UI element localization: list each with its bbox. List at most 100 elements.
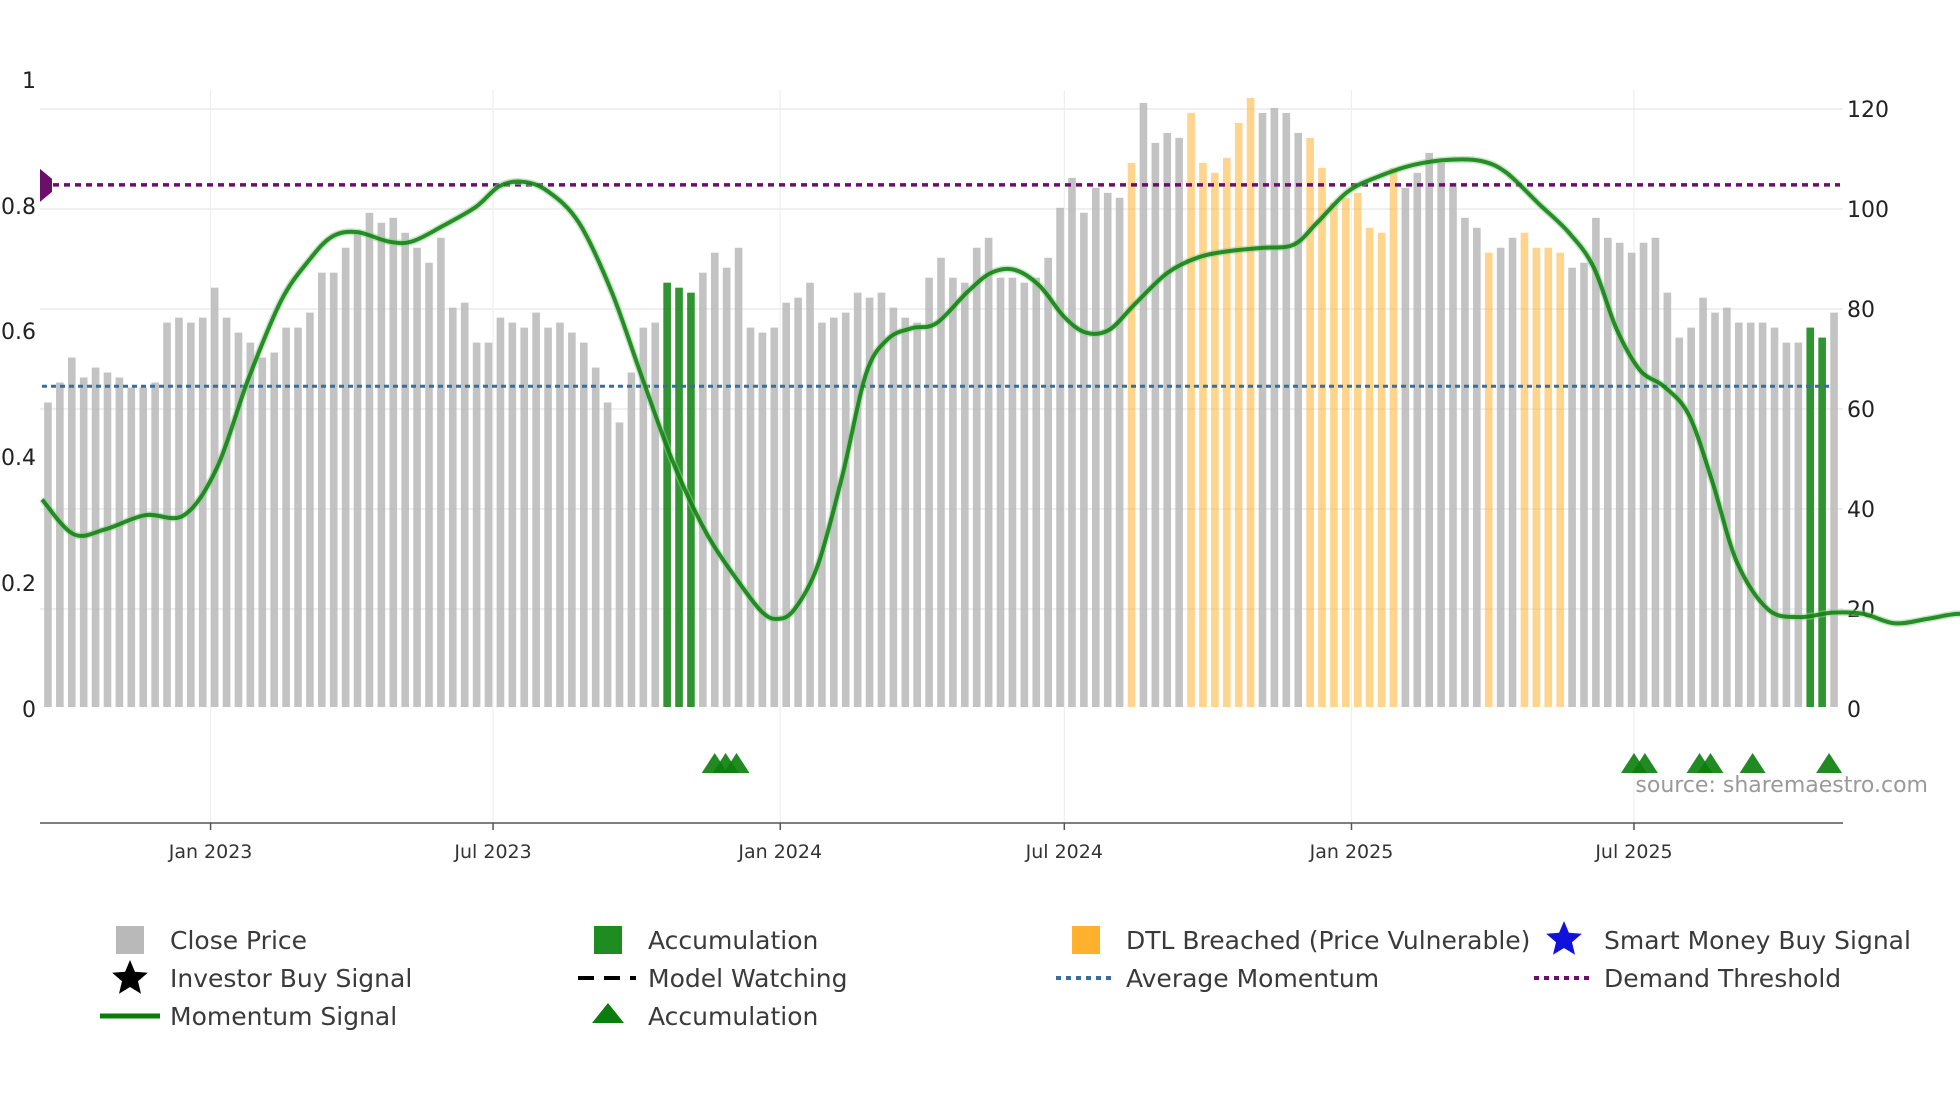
dtl-breached-bar: [1353, 192, 1362, 708]
close-price-bar: [853, 292, 862, 707]
close-price-bar: [532, 312, 540, 707]
close-price-bar: [520, 327, 529, 707]
close-price-bar: [1091, 187, 1100, 708]
close-price-bar: [1020, 282, 1029, 707]
close-price-bar: [1496, 247, 1505, 707]
close-price-bar: [401, 232, 409, 707]
close-price-bar: [603, 402, 612, 707]
close-price-bar: [1139, 102, 1148, 707]
close-price-bar: [996, 277, 1005, 707]
close-price-bar: [341, 247, 350, 707]
right-tick-label: 40: [1847, 498, 1875, 523]
close-price-bar: [139, 387, 148, 707]
dtl-breached-bar: [1389, 167, 1398, 707]
close-price-bar: [877, 292, 886, 707]
close-price-bar: [377, 222, 386, 707]
legend-label: Model Watching: [648, 964, 848, 993]
close-price-bar: [901, 317, 910, 707]
accumulation-triangle: [1697, 753, 1724, 773]
close-price-bar: [1580, 262, 1588, 707]
close-price-bar: [484, 342, 493, 707]
close-price-bar: [591, 367, 600, 707]
left-tick-label: 0.4: [1, 446, 36, 471]
close-price-bar: [984, 237, 993, 707]
legend-swatch: [594, 926, 622, 954]
close-price-bar: [246, 342, 255, 707]
left-tick-label: 0: [22, 698, 36, 723]
close-price-bar: [1675, 337, 1684, 707]
close-price-bar: [1687, 327, 1695, 707]
close-price-bar: [1163, 132, 1172, 707]
source-text: source: sharemaestro.com: [1635, 773, 1928, 798]
close-price-bar: [734, 247, 743, 707]
close-price-bar: [1592, 217, 1600, 707]
close-price-bar: [1651, 237, 1660, 707]
close-price-bar: [568, 332, 576, 707]
close-price-bar: [306, 312, 314, 707]
close-price-bar: [294, 327, 302, 707]
x-axis: Jan 2023 Jul 2023 Jan 2024 Jul 2024 Jan 2025…: [168, 823, 1673, 863]
close-price-bar: [1294, 132, 1303, 707]
close-price-bar: [710, 252, 719, 707]
close-price-bar: [56, 382, 64, 707]
close-price-bar: [1080, 212, 1088, 708]
x-tick-label: Jul 2025: [1594, 841, 1672, 863]
dtl-breached-bar: [1556, 252, 1564, 707]
star-icon: [112, 960, 148, 994]
demand-threshold-marker: [40, 168, 52, 202]
close-price-bar: [1782, 342, 1791, 707]
close-price-bar: [210, 287, 219, 707]
right-tick-label: 100: [1847, 198, 1889, 223]
close-price-bar: [1508, 237, 1517, 707]
dtl-breached-bar: [1520, 232, 1529, 707]
x-tick-label: Jan 2025: [1309, 841, 1394, 863]
close-price-bar: [44, 402, 52, 707]
close-price-bar: [496, 317, 505, 707]
close-price-bar: [282, 327, 290, 707]
dtl-breached-bar: [1187, 112, 1195, 707]
legend-label: Smart Money Buy Signal: [1604, 926, 1911, 955]
legend-item-accumulation: Accumulation: [594, 926, 818, 955]
close-price-bar: [1711, 312, 1719, 707]
close-price-bar: [1413, 172, 1422, 707]
accumulation-bar: [675, 287, 683, 707]
legend-item-dtl-breached: DTL Breached (Price Vulnerable): [1072, 926, 1530, 955]
close-price-bar: [1699, 297, 1707, 707]
right-tick-label: 60: [1847, 398, 1875, 423]
legend-item-close-price: Close Price: [116, 926, 307, 955]
close-price-bar: [1437, 162, 1445, 707]
close-price-bar: [794, 297, 802, 707]
close-price-bar: [187, 322, 195, 707]
legend-item-model-watching: Model Watching: [578, 964, 848, 993]
legend-label: Demand Threshold: [1604, 964, 1841, 993]
dtl-breached-bar: [1199, 162, 1207, 707]
close-price-bar: [1044, 257, 1052, 707]
accumulation-bar: [1818, 337, 1826, 707]
right-tick-label: 120: [1847, 98, 1889, 123]
close-price-bar: [1568, 267, 1576, 707]
close-price-bar: [151, 382, 159, 707]
accumulation-bar: [1806, 327, 1815, 707]
close-price-bar: [270, 352, 279, 707]
close-price-bar: [1734, 322, 1743, 707]
close-price-bar: [1175, 137, 1183, 707]
triangle-icon: [592, 1003, 624, 1023]
x-tick-label: Jul 2023: [453, 841, 531, 863]
close-price-bar: [1758, 322, 1767, 707]
close-price-bar: [258, 357, 267, 707]
close-price-bar: [1258, 112, 1267, 707]
close-price-bar: [1115, 197, 1124, 708]
close-price-bar: [353, 232, 362, 707]
close-price-bar: [79, 377, 88, 707]
dtl-breached-bar: [1246, 97, 1255, 707]
legend-item-accumulation-marker: Accumulation: [592, 1002, 818, 1031]
legend-label: DTL Breached (Price Vulnerable): [1126, 926, 1530, 955]
close-price-bar: [544, 327, 552, 707]
legend-swatch: [1072, 926, 1100, 954]
close-price-bar: [1830, 312, 1838, 707]
dtl-breached-bar: [1306, 137, 1314, 707]
close-price-bar: [1770, 327, 1779, 707]
close-price-bar: [913, 322, 921, 707]
accumulation-bar: [663, 282, 671, 707]
